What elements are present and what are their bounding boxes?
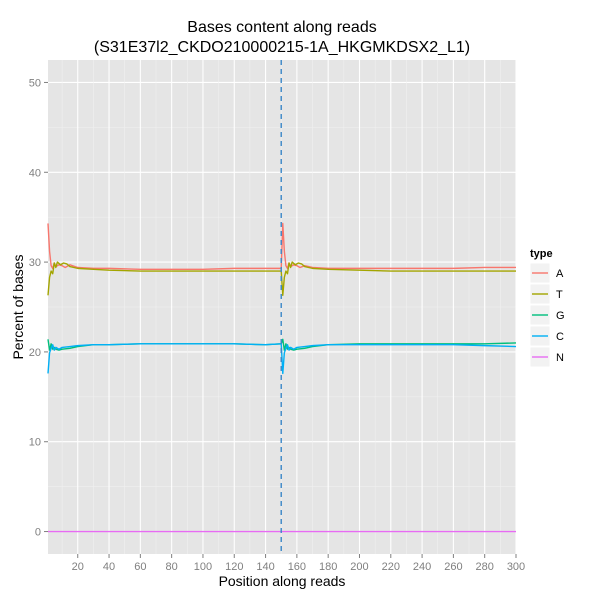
x-tick-label: 300 xyxy=(507,561,525,573)
y-tick-label: 30 xyxy=(29,257,41,269)
grid-lines xyxy=(48,60,517,554)
y-tick-label: 40 xyxy=(29,167,41,179)
y-tick-label: 0 xyxy=(35,527,41,539)
x-tick-label: 160 xyxy=(288,561,306,573)
x-axis-ticks: 20 40 60 80 100 120 140 160 180 200 220 240 260 280 30… xyxy=(72,554,525,573)
x-tick-label: 20 xyxy=(72,561,84,573)
y-axis-ticks: 0 10 20 30 40 50 xyxy=(29,77,48,539)
legend-label-T: T xyxy=(556,289,563,301)
x-tick-label: 120 xyxy=(225,561,243,573)
y-tick-label: 10 xyxy=(29,437,41,449)
x-tick-label: 80 xyxy=(166,561,178,573)
x-tick-label: 220 xyxy=(382,561,400,573)
x-tick-label: 140 xyxy=(256,561,274,573)
chart-title-line1: Bases content along reads xyxy=(187,19,376,36)
legend-title: type xyxy=(530,248,553,260)
x-tick-label: 260 xyxy=(444,561,462,573)
x-tick-label: 40 xyxy=(103,561,115,573)
y-axis-title: Percent of bases xyxy=(10,254,26,359)
legend-label-N: N xyxy=(556,352,564,364)
x-tick-label: 280 xyxy=(476,561,494,573)
chart-title-line2: (S31E37l2_CKDO210000215-1A_HKGMKDSX2_L1) xyxy=(94,39,470,56)
x-tick-label: 60 xyxy=(134,561,146,573)
x-tick-label: 240 xyxy=(413,561,431,573)
x-tick-label: 200 xyxy=(350,561,368,573)
x-tick-label: 100 xyxy=(194,561,212,573)
legend-label-G: G xyxy=(556,310,565,322)
y-tick-label: 20 xyxy=(29,347,41,359)
x-tick-label: 180 xyxy=(319,561,337,573)
y-tick-label: 50 xyxy=(29,77,41,89)
legend-label-A: A xyxy=(556,268,564,280)
x-axis-title: Position along reads xyxy=(219,573,346,589)
legend-label-C: C xyxy=(556,331,564,343)
